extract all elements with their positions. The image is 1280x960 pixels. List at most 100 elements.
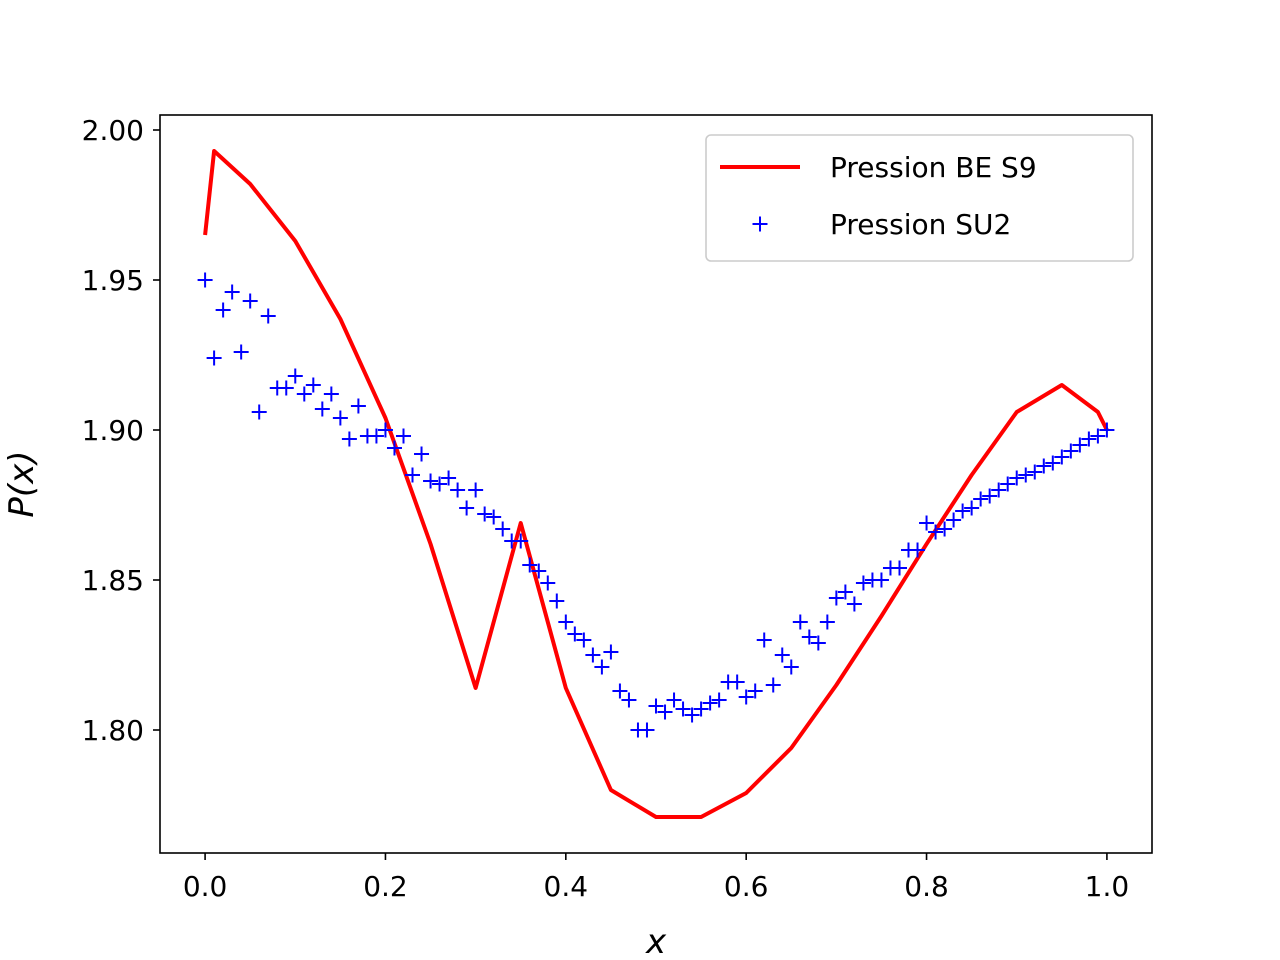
data-point-pression-su2 (1081, 431, 1097, 447)
data-point-pression-su2 (991, 482, 1007, 498)
data-point-pression-su2 (919, 515, 935, 531)
data-point-pression-su2 (531, 563, 547, 579)
data-point-pression-su2 (756, 632, 772, 648)
data-point-pression-su2 (594, 659, 610, 675)
data-point-pression-su2 (206, 350, 222, 366)
data-point-pression-su2 (955, 503, 971, 519)
data-point-pression-su2 (405, 467, 421, 483)
y-tick-label: 1.95 (82, 264, 144, 297)
axes-frame (159, 114, 1153, 854)
data-point-pression-su2 (846, 596, 862, 612)
data-point-pression-su2 (341, 431, 357, 447)
x-tick-label: 0.6 (724, 870, 769, 903)
data-point-pression-su2 (197, 272, 213, 288)
data-point-pression-su2 (982, 488, 998, 504)
data-point-pression-su2 (621, 692, 637, 708)
data-point-pression-su2 (774, 647, 790, 663)
data-point-pression-su2 (783, 659, 799, 675)
data-point-pression-su2 (639, 722, 655, 738)
data-point-pression-su2 (937, 521, 953, 537)
data-point-pression-su2 (1036, 458, 1052, 474)
data-point-pression-su2 (395, 428, 411, 444)
axes: 0.0 0.2 0.4 0.6 0.8 1.0 1.80 1.85 1.90 1.95 2.00 (82, 114, 1153, 903)
data-point-pression-su2 (855, 575, 871, 591)
data-point-pression-su2 (1045, 455, 1061, 471)
data-point-pression-su2 (747, 683, 763, 699)
data-point-pression-su2 (657, 704, 673, 720)
data-point-pression-su2 (260, 308, 276, 324)
data-point-pression-su2 (242, 293, 258, 309)
plot-area (197, 149, 1115, 819)
data-point-pression-su2 (1090, 428, 1106, 444)
data-point-pression-su2 (233, 344, 249, 360)
data-point-pression-su2 (332, 410, 348, 426)
data-point-pression-su2 (837, 584, 853, 600)
data-point-pression-su2 (278, 380, 294, 396)
data-point-pression-su2 (567, 626, 583, 642)
data-point-pression-su2 (486, 509, 502, 525)
data-point-pression-su2 (522, 557, 538, 573)
data-point-pression-su2 (423, 473, 439, 489)
data-point-pression-su2 (891, 560, 907, 576)
data-point-pression-su2 (873, 572, 889, 588)
data-point-pression-su2 (305, 377, 321, 393)
x-tick-label: 0.4 (544, 870, 589, 903)
data-point-pression-su2 (684, 707, 700, 723)
y-tick-label: 1.80 (82, 714, 144, 747)
x-axis-label: x (645, 922, 667, 960)
data-point-pression-su2 (1009, 470, 1025, 486)
data-point-pression-su2 (459, 500, 475, 516)
data-point-pression-su2 (928, 524, 944, 540)
data-point-pression-su2 (702, 695, 718, 711)
data-point-pression-su2 (1054, 449, 1070, 465)
x-tick-label: 0.0 (183, 870, 228, 903)
y-axis-label: P(x) (2, 450, 42, 517)
series-line-pression-be-s9 (203, 149, 1109, 819)
data-point-pression-su2 (585, 647, 601, 663)
data-point-pression-su2 (738, 689, 754, 705)
data-point-pression-su2 (693, 701, 709, 717)
data-point-pression-su2 (441, 470, 457, 486)
legend: Pression BE S9 Pression SU2 (705, 134, 1134, 262)
data-point-pression-su2 (251, 404, 267, 420)
data-point-pression-su2 (1072, 437, 1088, 453)
y-tick-label: 1.85 (82, 564, 144, 597)
y-tick-label: 1.90 (82, 414, 144, 447)
y-tick-label: 2.00 (82, 114, 144, 147)
data-point-pression-su2 (810, 635, 826, 651)
data-point-pression-su2 (801, 629, 817, 645)
data-point-pression-su2 (675, 701, 691, 717)
data-point-pression-su2 (828, 590, 844, 606)
data-point-pression-su2 (386, 440, 402, 456)
legend-box (705, 134, 1134, 262)
data-point-pression-su2 (215, 302, 231, 318)
data-point-pression-su2 (468, 482, 484, 498)
data-point-pression-su2 (603, 644, 619, 660)
data-point-pression-su2 (1099, 422, 1115, 438)
data-point-pression-su2 (549, 593, 565, 609)
data-point-pression-su2 (1018, 467, 1034, 483)
data-point-pression-su2 (1063, 443, 1079, 459)
data-point-pression-su2 (368, 428, 384, 444)
x-tick-label: 0.8 (904, 870, 949, 903)
data-point-pression-su2 (819, 614, 835, 630)
data-point-pression-su2 (964, 500, 980, 516)
data-point-pression-su2 (792, 614, 808, 630)
data-point-pression-su2 (414, 446, 430, 462)
data-point-pression-su2 (765, 677, 781, 693)
legend-entry: Pression SU2 (752, 208, 1011, 241)
legend-label: Pression SU2 (830, 208, 1011, 241)
data-point-pression-su2 (558, 614, 574, 630)
data-point-pression-su2 (612, 683, 628, 699)
data-point-pression-su2 (973, 491, 989, 507)
plot-series-group (197, 149, 1115, 819)
data-point-pression-su2 (495, 521, 511, 537)
data-point-pression-su2 (576, 632, 592, 648)
data-point-pression-su2 (513, 533, 529, 549)
data-point-pression-su2 (477, 506, 493, 522)
data-point-pression-su2 (729, 674, 745, 690)
data-point-pression-su2 (666, 692, 682, 708)
data-point-pression-su2 (711, 692, 727, 708)
data-point-pression-su2 (946, 512, 962, 528)
